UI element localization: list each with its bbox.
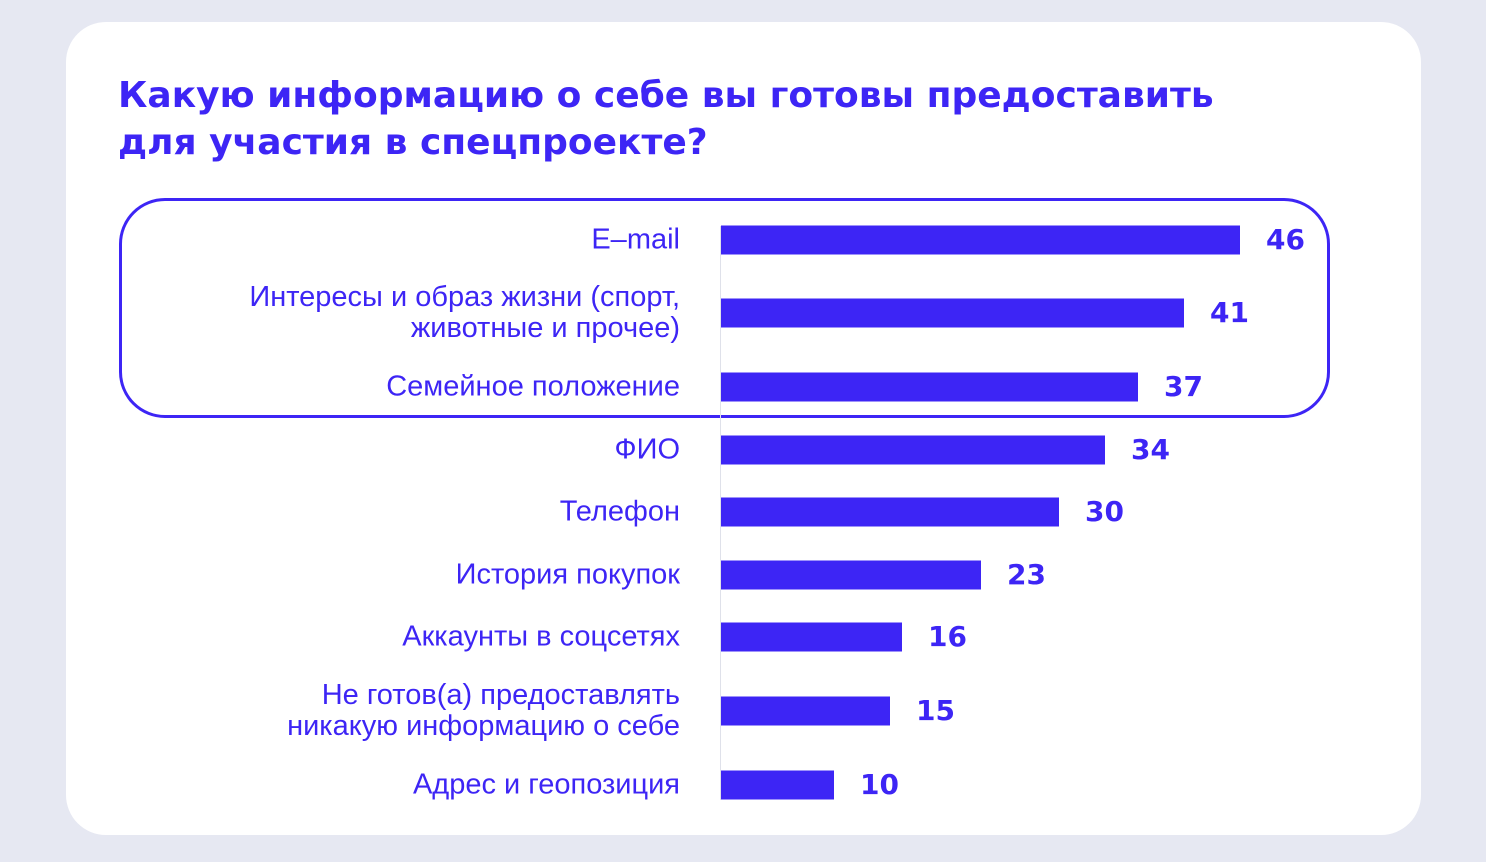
- category-label: Адрес и геопозиция: [412, 768, 680, 801]
- bar-value-label: 34: [1131, 433, 1170, 466]
- category-axis-line: [720, 226, 721, 800]
- bar: [721, 435, 1105, 465]
- category-label: История покупок: [455, 558, 680, 591]
- bar: [721, 622, 902, 652]
- category-label: Семейное положение: [386, 370, 680, 403]
- bar-value-label: 46: [1266, 223, 1305, 256]
- bar-value-label: 10: [860, 768, 899, 801]
- category-label: Аккаунты в соцсетях: [402, 620, 680, 653]
- category-label: ФИО: [614, 433, 680, 466]
- bar: [721, 770, 834, 800]
- category-label: Интересы и образ жизни (спорт, животные …: [249, 281, 680, 344]
- bar: [721, 560, 981, 590]
- top-three-highlight-frame: [119, 198, 1330, 418]
- category-label: Не готов(а) предоставлять никакую информ…: [287, 679, 680, 742]
- bar: [721, 696, 890, 726]
- bar: [721, 225, 1240, 255]
- bar-value-label: 41: [1210, 296, 1249, 329]
- category-label: Телефон: [559, 495, 680, 528]
- chart-title: Какую информацию о себе вы готовы предос…: [118, 72, 1318, 166]
- category-label: E–mail: [591, 223, 680, 256]
- bar-value-label: 15: [916, 694, 955, 727]
- bar: [721, 298, 1184, 328]
- bar-value-label: 16: [928, 620, 967, 653]
- bar-value-label: 30: [1085, 495, 1124, 528]
- chart-title-line-1: Какую информацию о себе вы готовы предос…: [118, 75, 1214, 116]
- bar: [721, 372, 1138, 402]
- bar: [721, 497, 1059, 527]
- bar-value-label: 37: [1164, 370, 1203, 403]
- bar-value-label: 23: [1007, 558, 1046, 591]
- chart-title-line-2: для участия в спецпроекте?: [118, 122, 708, 163]
